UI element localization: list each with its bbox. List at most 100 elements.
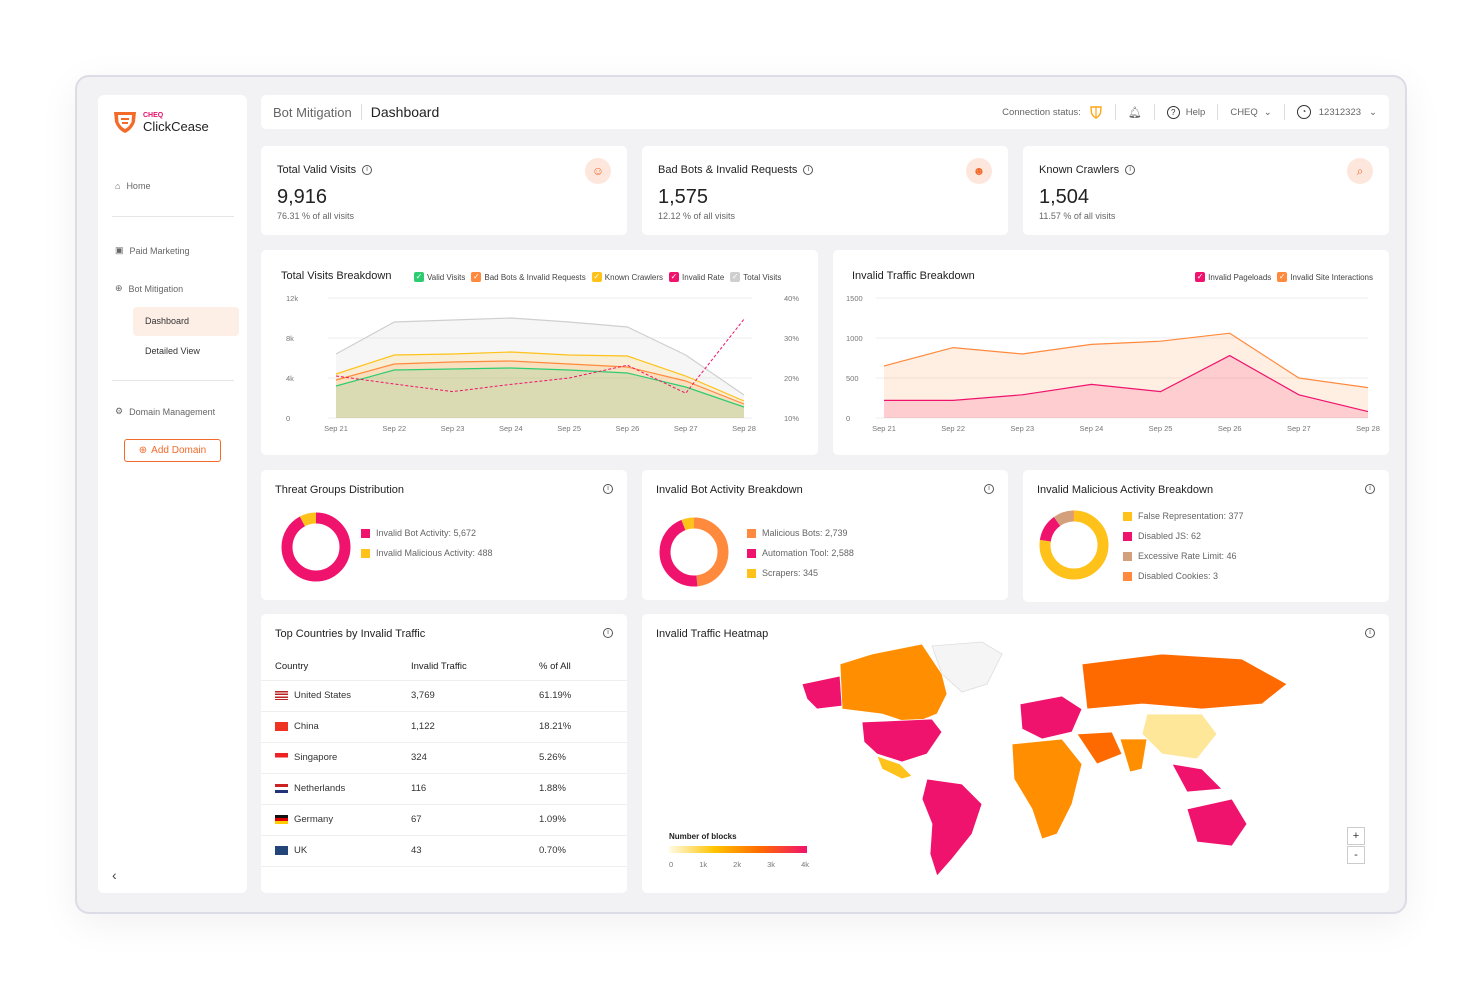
- info-icon[interactable]: i: [1365, 484, 1375, 494]
- legend-item[interactable]: Invalid Bot Activity: 5,672: [361, 523, 493, 543]
- checkbox-icon[interactable]: ✓: [669, 272, 680, 282]
- table-row[interactable]: Singapore 324 5.26%: [261, 742, 627, 774]
- y-tick-label: 4k: [286, 374, 294, 383]
- chart-legend: ✓ Valid Visits ✓ Bad Bots & Invalid Request…: [414, 272, 781, 282]
- add-domain-label: Add Domain: [151, 445, 207, 456]
- info-icon[interactable]: i: [362, 165, 373, 176]
- zoom-out-button[interactable]: -: [1347, 846, 1365, 864]
- info-icon[interactable]: i: [1365, 628, 1375, 638]
- legend-item[interactable]: ✓ Invalid Pageloads: [1195, 272, 1271, 282]
- legend-item[interactable]: Excessive Rate Limit: 46: [1123, 546, 1244, 566]
- percent-cell: 1.09%: [539, 804, 627, 836]
- sidebar-item-home[interactable]: ⌂ Home: [115, 181, 150, 191]
- help-icon[interactable]: ?: [1166, 105, 1180, 119]
- column-header[interactable]: % of All: [539, 654, 627, 681]
- clickcease-shield-icon: [114, 112, 136, 133]
- heatmap-legend-ticks: 0 1k 2k 3k 4k: [669, 860, 809, 869]
- legend-item[interactable]: Malicious Bots: 2,739: [747, 523, 854, 543]
- card-title: Invalid Traffic Heatmap: [656, 628, 769, 640]
- percent-cell: 61.19%: [539, 680, 627, 712]
- world-map[interactable]: [642, 614, 1389, 893]
- legend-item[interactable]: Disabled JS: 62: [1123, 526, 1244, 546]
- table-row[interactable]: Germany 67 1.09%: [261, 804, 627, 836]
- x-tick-label: Sep 21: [324, 424, 348, 433]
- chart-title: Invalid Bot Activity Breakdown: [656, 484, 803, 496]
- crawler-search-icon: ⌕: [1347, 158, 1373, 184]
- kpi-value: 1,504: [1039, 186, 1090, 208]
- info-icon[interactable]: i: [803, 165, 814, 176]
- x-tick-label: Sep 23: [441, 424, 465, 433]
- collapse-sidebar-button[interactable]: ‹: [112, 867, 117, 883]
- kpi-title: Bad Bots & Invalid Requests: [658, 164, 798, 176]
- flag-icon: [275, 814, 288, 824]
- x-tick-label: Sep 22: [941, 424, 965, 433]
- bell-icon[interactable]: 🔔︎: [1127, 106, 1142, 119]
- map-mexico: [876, 755, 913, 780]
- invalid-malicious-activity-donut: [1039, 510, 1109, 580]
- map-africa: [1011, 738, 1083, 840]
- sidebar-item-domain-management[interactable]: ⚙ Domain Management: [115, 406, 215, 417]
- legend-item[interactable]: Invalid Malicious Activity: 488: [361, 543, 493, 563]
- legend-item[interactable]: Scrapers: 345: [747, 563, 854, 583]
- country-cell: UK: [261, 835, 411, 867]
- legend-label: False Representation: 377: [1138, 511, 1244, 521]
- checkbox-icon[interactable]: ✓: [1277, 272, 1288, 282]
- legend-item[interactable]: False Representation: 377: [1123, 506, 1244, 526]
- kpi-subtext: 11.57 % of all visits: [1039, 211, 1116, 221]
- legend-item[interactable]: ✓ Bad Bots & Invalid Requests: [471, 272, 586, 282]
- legend-swatch: [1123, 571, 1132, 581]
- chevron-down-icon: ⌄: [1263, 106, 1272, 118]
- legend-item[interactable]: Automation Tool: 2,588: [747, 543, 854, 563]
- sidebar-item-bot-mitigation[interactable]: ⊕ Bot Mitigation: [115, 283, 183, 294]
- country-name: Germany: [294, 814, 334, 825]
- zoom-in-button[interactable]: +: [1347, 827, 1365, 845]
- add-domain-button[interactable]: ⊕ Add Domain: [124, 439, 221, 462]
- legend-item[interactable]: ✓ Valid Visits: [414, 272, 465, 282]
- y-tick-label: 500: [846, 374, 859, 383]
- heatmap-card: Invalid Traffic Heatmap i Number of bloc…: [642, 614, 1389, 893]
- country-cell: Netherlands: [261, 773, 411, 805]
- column-header[interactable]: Invalid Traffic: [411, 654, 539, 681]
- org-selector[interactable]: CHEQ: [1230, 106, 1258, 118]
- column-header[interactable]: Country: [261, 654, 411, 681]
- table-row[interactable]: China 1,122 18.21%: [261, 711, 627, 743]
- map-india: [1119, 738, 1148, 773]
- map-china: [1141, 713, 1218, 760]
- breadcrumb[interactable]: Bot Mitigation: [273, 104, 352, 120]
- legend-label: Total Visits: [743, 272, 782, 282]
- legend-item[interactable]: ✓ Known Crawlers: [591, 272, 664, 282]
- table-row[interactable]: United States 3,769 61.19%: [261, 680, 627, 712]
- checkbox-icon[interactable]: ✓: [730, 272, 741, 282]
- legend-item[interactable]: ✓ Invalid Rate: [669, 272, 724, 282]
- sidebar-item-dashboard[interactable]: Dashboard: [133, 307, 239, 336]
- checkbox-icon[interactable]: ✓: [471, 272, 482, 282]
- invalid-traffic-chart: 0 500 1000 1500 Sep 21 Sep 22 Sep 23 Sep 24 Sep …: [846, 294, 1380, 433]
- user-avatar-icon[interactable]: ◔: [1296, 105, 1311, 119]
- legend-label: Known Crawlers: [604, 272, 664, 282]
- checkbox-icon[interactable]: ✓: [1195, 272, 1206, 282]
- shield-status-icon[interactable]: [1089, 105, 1103, 119]
- info-icon[interactable]: i: [603, 628, 613, 638]
- legend-item[interactable]: ✓ Invalid Site Interactions: [1277, 272, 1373, 282]
- user-menu[interactable]: 12312323: [1318, 106, 1362, 118]
- sidebar-item-detailed-view[interactable]: Detailed View: [145, 346, 200, 356]
- legend-label: Malicious Bots: 2,739: [762, 528, 848, 538]
- table-row[interactable]: UK 43 0.70%: [261, 835, 627, 867]
- legend-item[interactable]: ✓ Total Visits: [730, 272, 781, 282]
- table-row[interactable]: Netherlands 116 1.88%: [261, 773, 627, 805]
- heatmap-tick: 4k: [801, 860, 809, 869]
- invalid-bot-activity-donut: [659, 517, 729, 587]
- info-icon[interactable]: i: [984, 484, 994, 494]
- series-area-known-crawlers: [336, 352, 744, 418]
- checkbox-icon[interactable]: ✓: [591, 272, 602, 282]
- checkbox-icon[interactable]: ✓: [414, 272, 424, 282]
- y-tick-label: 0: [846, 414, 850, 423]
- info-icon[interactable]: i: [603, 484, 613, 494]
- sidebar-item-label: Home: [126, 181, 151, 191]
- paid-marketing-icon: ▣: [115, 245, 124, 255]
- info-icon[interactable]: i: [1125, 165, 1136, 176]
- help-link[interactable]: Help: [1185, 106, 1206, 118]
- sidebar-item-paid-marketing[interactable]: ▣ Paid Marketing: [115, 245, 190, 256]
- donut-slice: [659, 517, 729, 587]
- legend-item[interactable]: Disabled Cookies: 3: [1123, 566, 1244, 586]
